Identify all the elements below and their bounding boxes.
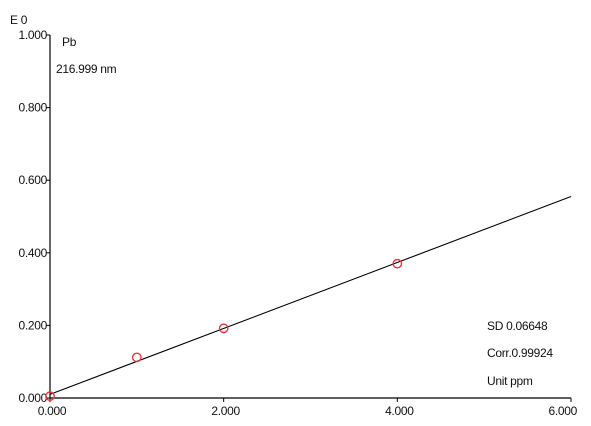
stat-sd: SD 0.06648: [487, 319, 548, 333]
x-axis-ticks: 0.000 2.000 4.000 6.000: [38, 398, 578, 418]
x-tick-label: 6.000: [548, 404, 577, 418]
data-point: [218, 323, 229, 334]
x-tick-label: 2.000: [211, 404, 240, 418]
x-tick-label: 4.000: [385, 404, 414, 418]
y-tick-label: 0.400: [18, 246, 47, 260]
data-point: [392, 258, 403, 269]
wavelength-label: 216.999 nm: [56, 62, 117, 76]
stat-unit: Unit ppm: [487, 374, 533, 388]
y-tick-label: 0.800: [18, 101, 47, 115]
stat-corr: Corr.0.99924: [487, 346, 553, 360]
data-point: [131, 352, 142, 363]
fit-line: [49, 196, 572, 395]
element-label: Pb: [62, 35, 77, 49]
data-point: [45, 391, 55, 402]
x-tick-label: 0.000: [38, 404, 67, 418]
y-tick-label: 0.600: [18, 173, 47, 187]
axis-top-label: E 0: [10, 13, 28, 27]
y-axis-ticks: 0.000 0.200 0.400 0.600 0.800 1.000: [18, 28, 50, 405]
y-tick-label: 0.200: [18, 318, 47, 332]
regression-fit: [49, 196, 572, 395]
y-tick-label: 0.000: [18, 391, 47, 405]
y-tick-label: 1.000: [18, 28, 47, 42]
data-points: [45, 258, 403, 402]
